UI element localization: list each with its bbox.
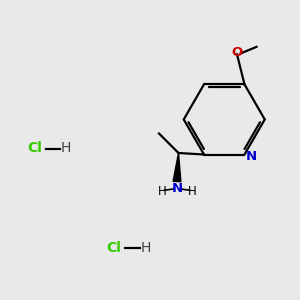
Text: H: H: [188, 184, 196, 198]
Text: O: O: [231, 46, 243, 59]
Text: H: H: [140, 241, 151, 254]
Text: H: H: [61, 142, 71, 155]
Text: H: H: [158, 184, 166, 198]
Text: N: N: [245, 149, 257, 163]
Text: N: N: [171, 182, 183, 195]
Polygon shape: [173, 153, 181, 182]
Text: Cl: Cl: [27, 142, 42, 155]
Text: Cl: Cl: [106, 241, 122, 254]
